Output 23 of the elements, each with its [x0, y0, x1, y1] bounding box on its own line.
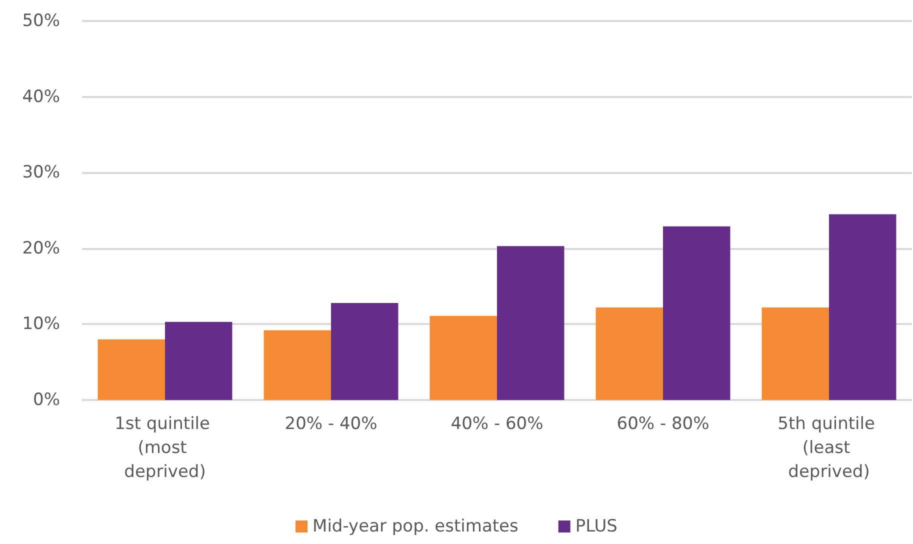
x-tick-label: 1st quintile (most deprived) — [114, 414, 216, 482]
x-tick-label: 20% - 40% — [284, 414, 378, 434]
x-tick-label: 60% - 80% — [616, 414, 710, 434]
legend-label: PLUS — [575, 516, 618, 536]
y-tick-label: 40% — [22, 86, 60, 107]
y-tick-label: 50% — [22, 11, 60, 31]
y-tick-label: 0% — [33, 390, 60, 410]
x-tick-label: 5th quintile (least deprived) — [778, 414, 880, 482]
bar — [829, 214, 896, 400]
bar — [98, 339, 165, 400]
y-tick-label: 30% — [22, 162, 60, 183]
bar — [596, 308, 663, 400]
bar — [663, 226, 730, 400]
x-tick-label: 40% - 60% — [450, 414, 544, 434]
bar — [762, 308, 829, 400]
bar — [430, 316, 497, 400]
y-tick-label: 10% — [22, 314, 60, 334]
legend-label: Mid-year pop. estimates — [312, 516, 518, 536]
bar — [165, 322, 232, 400]
bar — [497, 246, 564, 400]
bar — [264, 330, 331, 400]
bar — [331, 302, 398, 400]
y-tick-label: 20% — [22, 238, 60, 258]
